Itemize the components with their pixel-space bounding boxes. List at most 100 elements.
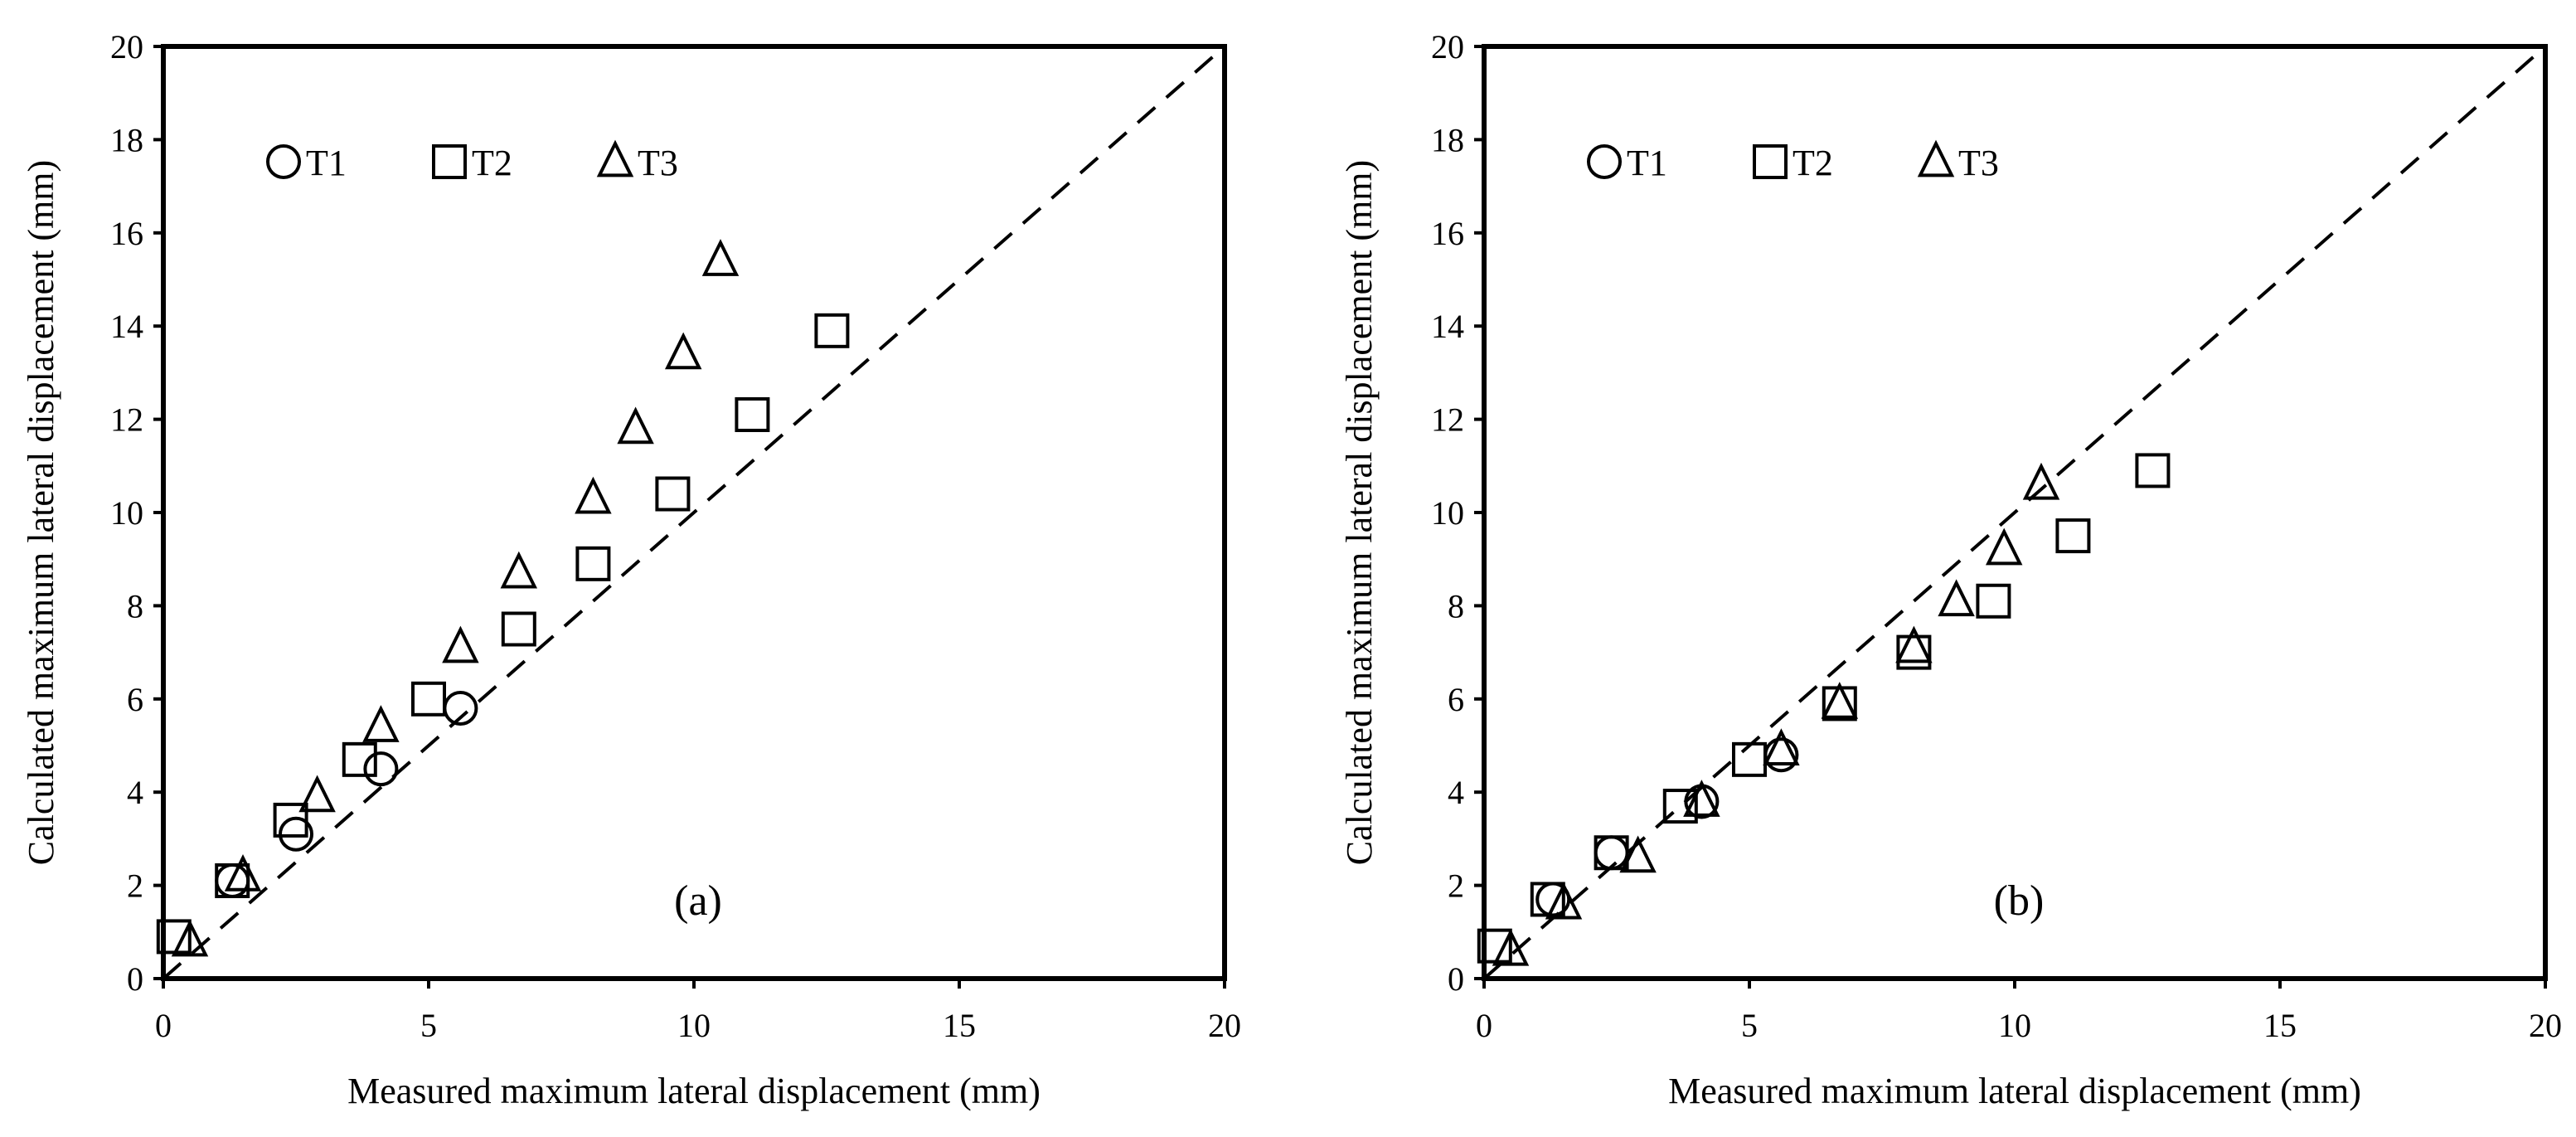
- panel-a-t2-point: [501, 611, 536, 647]
- panel-b-y-tick-label: 16: [1431, 215, 1464, 252]
- panel-a-t3-point: [617, 406, 654, 445]
- panel-b-t3-point: [1545, 882, 1583, 920]
- panel-a-t3-point: [442, 625, 479, 663]
- panel-b-reference-line: [1482, 45, 2547, 980]
- panel-a-y-tick-label: 20: [110, 28, 143, 66]
- panel-a-t2-point: [411, 681, 446, 717]
- panel-b-t2-point: [1896, 634, 1932, 670]
- panel-a-series-t2: [156, 313, 850, 955]
- panel-a-y-tick-label: 2: [127, 867, 143, 905]
- panel-b-t3-point: [1763, 728, 1800, 766]
- panel-b-legend-t2-marker: [1753, 144, 1788, 179]
- panel-b-t3-point: [1938, 579, 1975, 617]
- panel-b-x-tick-label: 5: [1741, 1007, 1758, 1044]
- panel-a-y-tick-label: 6: [127, 681, 143, 718]
- panel-a-t1-point: [363, 751, 399, 787]
- panel-a-t2-point: [655, 476, 691, 512]
- panel-a-t3-point: [298, 775, 336, 813]
- panel-a-x-tick-label: 15: [943, 1007, 976, 1044]
- panel-b-legend-t1-label: T1: [1627, 143, 1667, 183]
- panel-b-t2-point: [1594, 835, 1629, 871]
- panel-a-legend-t3-marker: [596, 139, 634, 177]
- panel-b-t2-point: [1976, 583, 2011, 619]
- panel-b-x-tick-label: 15: [2263, 1007, 2297, 1044]
- panel-b-legend-t1-marker: [1587, 144, 1622, 179]
- panel-a-x-tick-label: 5: [420, 1007, 437, 1044]
- panel-b-t3-point: [1492, 928, 1530, 966]
- panel-a-y-tick-label: 16: [110, 215, 143, 252]
- panel-b-y-tick-label: 20: [1431, 28, 1464, 66]
- panel-a-t3-point: [664, 332, 702, 370]
- panel-a-x-tick-label: 10: [677, 1007, 711, 1044]
- panel-a-y-tick-label: 10: [110, 494, 143, 532]
- panel-a-t2-point: [814, 313, 850, 348]
- panel-b-y-tick-label: 6: [1448, 681, 1464, 718]
- panel-a-y-tick-label: 4: [127, 774, 143, 811]
- panel-b-legend: T1 T2 T3: [1587, 139, 1999, 183]
- panel-b-t2-point: [2055, 518, 2091, 554]
- panel-a-legend-t2-label: T2: [472, 143, 512, 183]
- panel-b-y-tick-label: 4: [1448, 774, 1464, 811]
- panel-b-legend-t2-label: T2: [1793, 143, 1833, 183]
- panel-a-reference-line: [162, 45, 1226, 980]
- panel-a-y-tick-label: 12: [110, 401, 143, 439]
- panel-b-t2-point: [1662, 789, 1698, 824]
- panel-b-y-axis-title: Calculated maximum lateral displacement …: [1339, 160, 1380, 865]
- panel-b-x-tick-label: 10: [1998, 1007, 2031, 1044]
- panel-a-t2-point: [575, 546, 611, 581]
- panel-a: 0 2 4 6 8 10 12 14 16 18 20 0 5 10 15 20 Measured maximu…: [21, 28, 1241, 1111]
- panel-a-t3-point: [575, 476, 612, 514]
- panel-b-y-tick-label: 12: [1431, 401, 1464, 439]
- panel-b-series-t3: [1492, 462, 2060, 966]
- panel-a-x-axis-title: Measured maximum lateral displacement (m…: [347, 1071, 1041, 1111]
- panel-a-t2-point: [215, 862, 250, 898]
- panel-b-t3-point: [1985, 527, 2023, 566]
- panel-b-y-tick-label: 8: [1448, 587, 1464, 624]
- panel-a-y-axis-title: Calculated maximum lateral displacement …: [21, 160, 61, 865]
- panel-a-t2-point: [735, 396, 770, 432]
- panel-b-legend-t3-marker: [1917, 139, 1955, 177]
- panel-a-legend-t2-marker: [432, 144, 467, 179]
- panel-b-t3-point: [2022, 462, 2060, 500]
- panel-b-y-tick-label: 0: [1448, 960, 1464, 998]
- panel-a-y-tick-label: 0: [127, 960, 143, 998]
- panel-a-y-tick-label: 18: [110, 121, 143, 158]
- panel-a-t3-point: [500, 551, 538, 589]
- panel-b-y-tick-label: 18: [1431, 121, 1464, 158]
- panel-a-x-tick-label: 0: [155, 1007, 172, 1044]
- panel-a-t3-point: [224, 854, 262, 892]
- panel-b: 0 2 4 6 8 10 12 14 16 18 20 0 5 10 15 20 Measured maximu…: [1339, 28, 2562, 1111]
- panel-a-t3-point: [362, 705, 400, 742]
- panel-b-series-t2: [1477, 453, 2171, 964]
- panel-b-series-t1: [1535, 737, 1799, 917]
- panel-a-t3-point: [171, 919, 209, 957]
- panel-b-t3-point: [1683, 780, 1720, 817]
- panel-a-t2-point: [273, 802, 308, 838]
- panel-b-y-tick-label: 14: [1431, 308, 1464, 345]
- panel-a-legend: T1 T2 T3: [266, 139, 678, 183]
- panel-b-y-tick-label: 10: [1431, 494, 1464, 532]
- panel-b-x-tick-label: 0: [1476, 1007, 1492, 1044]
- panel-a-legend-t1-label: T1: [306, 143, 347, 183]
- panel-a-t2-point: [342, 741, 377, 777]
- panel-a-series-t3: [171, 239, 740, 957]
- panel-b-x-axis-title: Measured maximum lateral displacement (m…: [1668, 1071, 2361, 1111]
- panel-a-y-tick-label: 8: [127, 587, 143, 624]
- panel-b-t1-point: [1594, 835, 1629, 871]
- panel-b-t2-point: [1822, 686, 1857, 722]
- panel-b-legend-t3-label: T3: [1958, 143, 1999, 183]
- panel-a-legend-t3-label: T3: [638, 143, 678, 183]
- panel-b-t2-point: [1732, 741, 1767, 777]
- panel-b-t2-point: [2135, 453, 2171, 488]
- panel-a-y-tick-label: 14: [110, 308, 143, 345]
- panel-b-t3-point: [1895, 625, 1933, 663]
- panel-a-x-tick-label: 20: [1208, 1007, 1241, 1044]
- panel-a-panel-label: (a): [674, 877, 722, 925]
- panel-b-y-tick-label: 2: [1448, 867, 1464, 905]
- panel-b-x-tick-label: 20: [2529, 1007, 2562, 1044]
- panel-b-panel-label: (b): [1994, 877, 2045, 925]
- panel-a-legend-t1-marker: [266, 144, 301, 179]
- panel-a-t1-point: [279, 816, 313, 852]
